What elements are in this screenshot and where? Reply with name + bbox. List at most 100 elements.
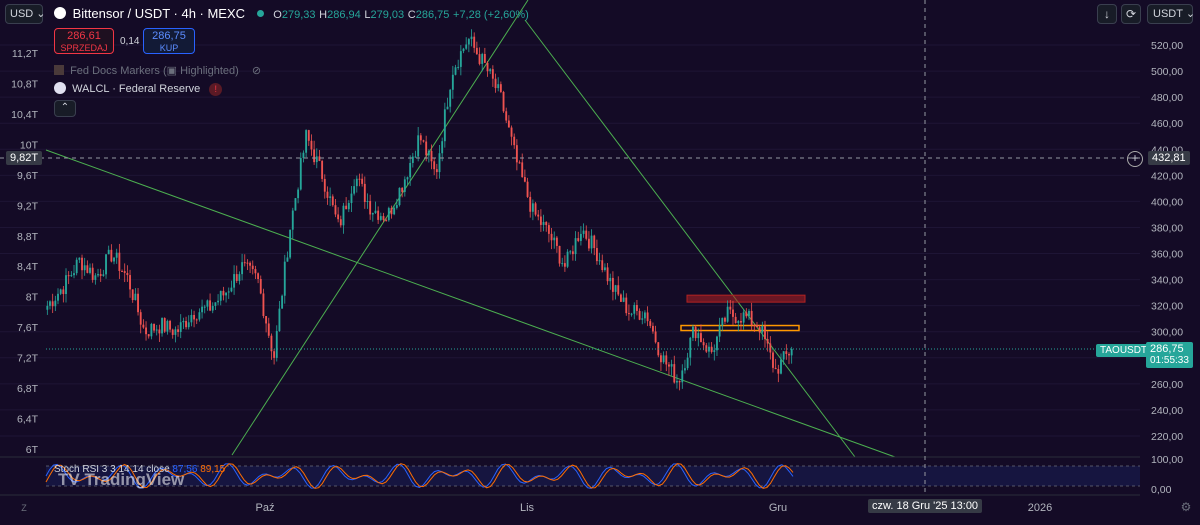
scroll-down-button[interactable]: ↓ [1097, 4, 1117, 24]
candle-body [585, 230, 588, 239]
candle-body [337, 214, 340, 220]
candle-body [326, 191, 329, 198]
left-axis-tick: 7,6T [17, 322, 39, 334]
candle-body [225, 292, 228, 296]
candle-body [726, 306, 729, 322]
candle-body [737, 320, 740, 324]
left-axis-tick: 9,6T [17, 170, 39, 182]
candle-body [534, 203, 537, 215]
chevron-down-icon: ⌄ [36, 8, 46, 20]
candle-body [459, 51, 462, 67]
candle-body [214, 302, 217, 306]
candle-body [395, 205, 398, 208]
add-alert-icon[interactable]: + [1127, 151, 1143, 167]
candle-body [684, 368, 686, 371]
candle-body [611, 277, 614, 292]
candle-body [147, 334, 150, 337]
sell-button[interactable]: 286,61 SPRZEDAJ [54, 28, 114, 54]
candle-body [668, 364, 670, 367]
candle-body [523, 177, 526, 182]
candle-body [665, 355, 668, 365]
candle-body [475, 47, 478, 55]
candle-body [334, 205, 337, 215]
candle-body [619, 294, 622, 302]
indicator-walcl[interactable]: WALCL · Federal Reserve ! [54, 82, 223, 96]
candle-body [318, 156, 321, 161]
left-axis-tick: 11,2T [12, 48, 39, 60]
candle-body [446, 106, 449, 110]
high-label: H [319, 9, 328, 21]
candle-body [241, 262, 244, 275]
candle-body [401, 187, 404, 192]
currency-select-right[interactable]: USDT ⌄ [1147, 4, 1196, 24]
candle-body [625, 297, 628, 314]
buy-button[interactable]: 286,75 KUP [143, 28, 195, 54]
candle-body [219, 290, 222, 301]
indicator-fed-docs[interactable]: Fed Docs Markers (▣ Highlighted) ⊘ [54, 64, 261, 77]
candle-body [131, 289, 134, 301]
indicator1-name: Fed Docs Markers ( [70, 65, 167, 77]
candle-body [281, 295, 284, 309]
candle-body [211, 305, 214, 311]
candle-body [481, 53, 484, 64]
candle-body [521, 162, 524, 178]
stoch-axis-tick: 0,00 [1151, 484, 1172, 496]
right-axis-bg [1140, 0, 1200, 495]
candle-body [470, 36, 473, 40]
candle-body [758, 327, 761, 333]
time-axis-tick: Paź [256, 502, 275, 514]
candle-body [78, 257, 81, 260]
tradingview-logo: TV TradingView [58, 470, 185, 489]
collapse-legend-button[interactable]: ⌃ [54, 100, 76, 117]
stoch-rsi-legend[interactable]: Stoch RSI 3 3 14 14 close 87,56 89,15 [54, 464, 225, 475]
candle-body [46, 305, 49, 310]
candle-body [329, 196, 332, 198]
candle-body [371, 212, 374, 215]
candle-body [587, 238, 590, 249]
candle-body [139, 312, 142, 325]
time-axis-bg [0, 495, 1200, 525]
warning-icon[interactable]: ! [209, 83, 223, 96]
chevron-down-icon: ⌄ [1185, 8, 1196, 20]
close-value: 286,75 [415, 9, 450, 21]
candle-body [166, 320, 169, 332]
eye-off-icon[interactable]: ⊘ [251, 65, 262, 77]
time-axis-tick: Lis [520, 502, 535, 514]
candle-body [777, 369, 780, 374]
candle-body [305, 130, 308, 153]
candle-body [289, 229, 292, 258]
candle-body [310, 140, 313, 150]
candle-body [603, 267, 606, 271]
symbol-title[interactable]: Bittensor / USDT · 4h · MEXC [72, 6, 246, 21]
candle-body [203, 306, 206, 308]
candle-body [718, 325, 721, 337]
currency-select-left[interactable]: USD ⌄ [5, 4, 46, 24]
candle-body [345, 205, 348, 210]
candle-body [177, 329, 179, 332]
candle-body [67, 275, 70, 277]
candle-body [198, 312, 201, 320]
candle-body [57, 293, 59, 301]
candle-body [129, 275, 131, 290]
candle-body [561, 263, 564, 265]
trendline [45, 149, 896, 458]
candle-body [644, 312, 646, 319]
candle-body [443, 109, 446, 142]
candle-body [606, 267, 609, 282]
candle-body [385, 219, 388, 221]
candle-body [571, 251, 574, 255]
candle-body [734, 316, 737, 324]
reset-button[interactable]: ⟳ [1121, 4, 1141, 24]
candle-body [83, 265, 86, 271]
candle-body [227, 291, 230, 293]
candle-body [601, 260, 604, 271]
candle-body [486, 62, 489, 72]
candle-body [558, 245, 561, 264]
candle-body [97, 274, 99, 276]
candle-body [163, 318, 166, 332]
candle-body [222, 290, 225, 296]
candle-body [49, 301, 51, 306]
candle-body [750, 310, 753, 325]
candle-body [323, 178, 326, 192]
